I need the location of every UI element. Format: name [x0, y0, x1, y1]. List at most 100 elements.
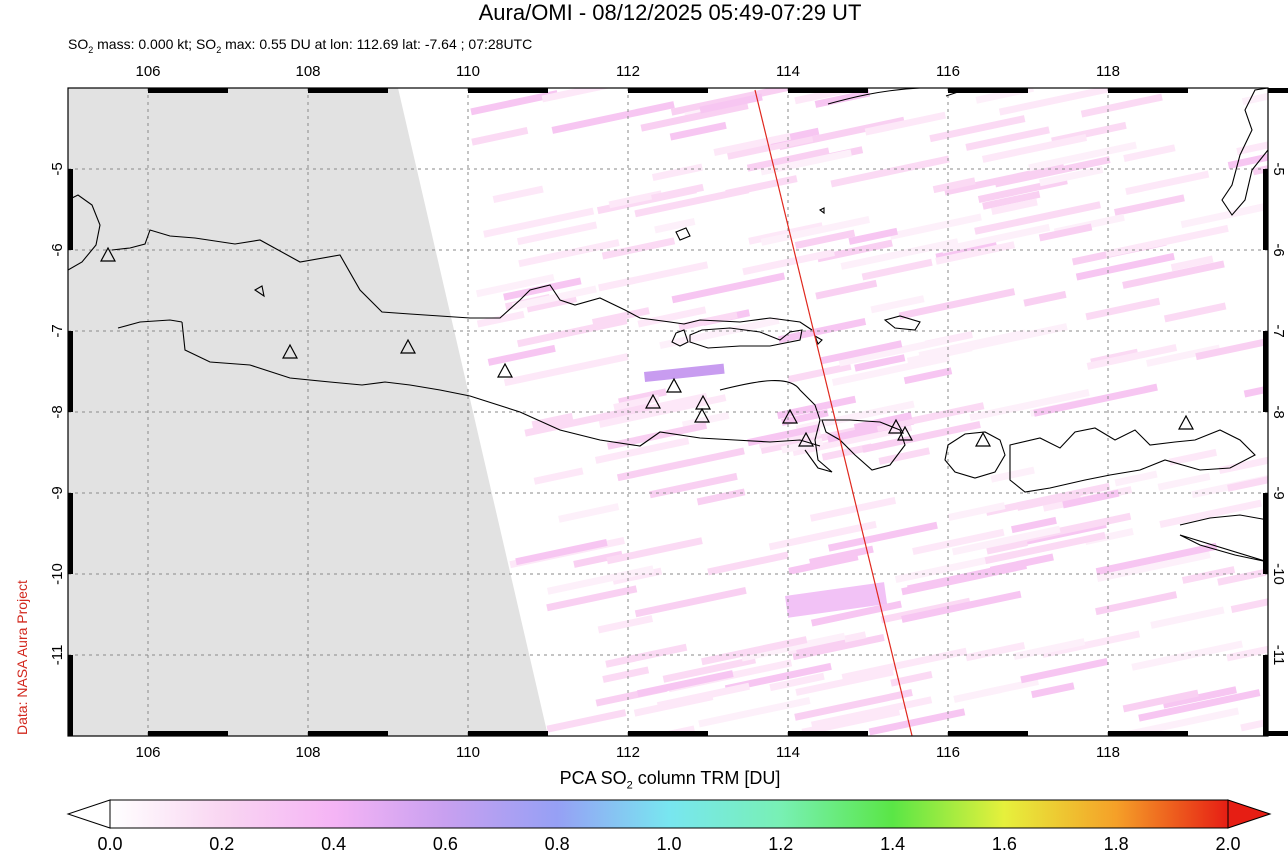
so2-pixel — [969, 388, 1090, 422]
so2-pixel — [809, 545, 874, 566]
so2-pixel — [605, 643, 688, 668]
so2-pixel — [838, 336, 950, 367]
so2-pixel — [1227, 470, 1268, 492]
coastline-sumatra — [68, 194, 101, 271]
lon-labels-top: 106 108 110 112 114 116 118 — [135, 63, 1119, 80]
so2-pixel — [848, 227, 898, 245]
so2-pixel — [637, 306, 707, 328]
so2-pixel — [1114, 470, 1158, 487]
frame-bar — [468, 731, 548, 736]
so2-pixel — [606, 537, 703, 565]
lon-tick-top-116: 116 — [936, 63, 960, 80]
orbit-track — [754, 89, 913, 736]
so2-pixel — [1138, 689, 1261, 722]
so2-pixel — [541, 88, 638, 103]
volcano-icon — [694, 394, 712, 410]
so2-pixel — [794, 229, 856, 250]
frame-bar — [1108, 88, 1188, 93]
so2-pixel — [965, 641, 1026, 662]
colorbar-low-arrow — [66, 799, 111, 829]
so2-pixel — [483, 207, 595, 238]
so2-pixel — [594, 437, 690, 464]
so2-pixel — [960, 323, 1068, 353]
so2-pixel — [795, 400, 915, 433]
so2-pixel — [669, 121, 727, 141]
lat-labels-right: -5 -6 -7 -8 -9 -10 -11 — [1270, 162, 1287, 665]
lon-tick-bottom-110: 110 — [456, 744, 480, 761]
so2-pixel — [965, 126, 1050, 151]
colorbar-tick-label: 0.6 — [432, 834, 458, 854]
so2-pixel — [1080, 93, 1163, 118]
so2-pixel — [1062, 489, 1120, 509]
so2-pixel — [1170, 255, 1214, 272]
so2-pixel — [1075, 252, 1175, 281]
so2-pixel — [784, 582, 888, 618]
so2-pixel — [827, 521, 938, 552]
so2-pixel — [1218, 442, 1268, 475]
lat-tick-right--11: -11 — [1270, 645, 1287, 666]
so2-pixel — [1157, 472, 1211, 491]
lon-tick-bottom-116: 116 — [936, 744, 960, 761]
so2-pixel — [1159, 499, 1262, 528]
so2-pixel — [741, 632, 846, 662]
so2-pixel — [1123, 144, 1176, 162]
so2-pixel — [760, 216, 870, 246]
so2-pixel — [982, 190, 1041, 210]
so2-pixel — [608, 190, 663, 209]
frame-bar — [308, 88, 388, 93]
volcano-markers — [99, 246, 1195, 447]
so2-pixel — [889, 213, 982, 240]
lat-tick-right--7: -7 — [1270, 324, 1287, 337]
so2-pixel — [953, 686, 1002, 703]
volcano-icon — [896, 425, 914, 441]
so2-pixel — [901, 590, 1022, 623]
so2-pixel — [546, 585, 638, 612]
frame-bar — [948, 731, 1028, 736]
coastline-java-north — [111, 229, 813, 331]
volcano-icon — [99, 246, 117, 262]
lat-labels-left: -5 -6 -7 -8 -9 -10 -11 — [49, 162, 66, 665]
lon-tick-bottom-108: 108 — [295, 744, 320, 761]
so2-pixel — [840, 238, 959, 270]
so2-pixel — [814, 89, 871, 108]
so2-pixel — [1084, 528, 1134, 546]
so2-pixel — [903, 367, 953, 385]
volcano-icon — [887, 418, 905, 434]
so2-pixel — [898, 288, 1016, 320]
so2-pixel — [861, 258, 933, 281]
so2-pixel — [742, 248, 835, 276]
so2-pixel — [616, 447, 745, 482]
lon-tick-top-112: 112 — [616, 63, 640, 80]
so2-pixel — [1013, 638, 1086, 660]
coastline-java-west — [117, 319, 183, 329]
so2-pixel — [787, 362, 852, 384]
lat-tick-left--5: -5 — [49, 162, 66, 175]
so2-pixel — [503, 353, 629, 387]
colorbar-tick-label: 0.4 — [321, 834, 347, 854]
frame-bar — [68, 655, 73, 736]
coastline-small-island-3 — [253, 285, 265, 298]
coastline-bali — [821, 419, 906, 471]
so2-pixel — [794, 689, 913, 721]
volcano-icon — [496, 362, 514, 378]
so2-pixel — [1016, 490, 1081, 511]
so2-pixel — [698, 696, 811, 728]
colorbar-title: PCA SO2 column TRM [DU] — [559, 768, 781, 792]
so2-pixel — [526, 295, 578, 313]
coastline-madura — [689, 327, 803, 349]
lat-tick-left--8: -8 — [49, 405, 66, 418]
so2-pixel — [1195, 329, 1268, 361]
so2-pixel — [1230, 580, 1268, 614]
so2-pixel — [991, 198, 1038, 216]
so2-pixel — [1105, 224, 1229, 258]
so2-pixel — [935, 241, 1016, 265]
frame-bar — [148, 731, 228, 736]
so2-pixel — [1217, 568, 1267, 586]
so2-pixel — [724, 662, 832, 693]
frame-bar — [1268, 88, 1288, 93]
so2-pixel — [515, 538, 608, 566]
so2-pixel — [768, 520, 877, 551]
so2-pixel — [633, 693, 714, 717]
so2-pixel — [1085, 297, 1161, 321]
